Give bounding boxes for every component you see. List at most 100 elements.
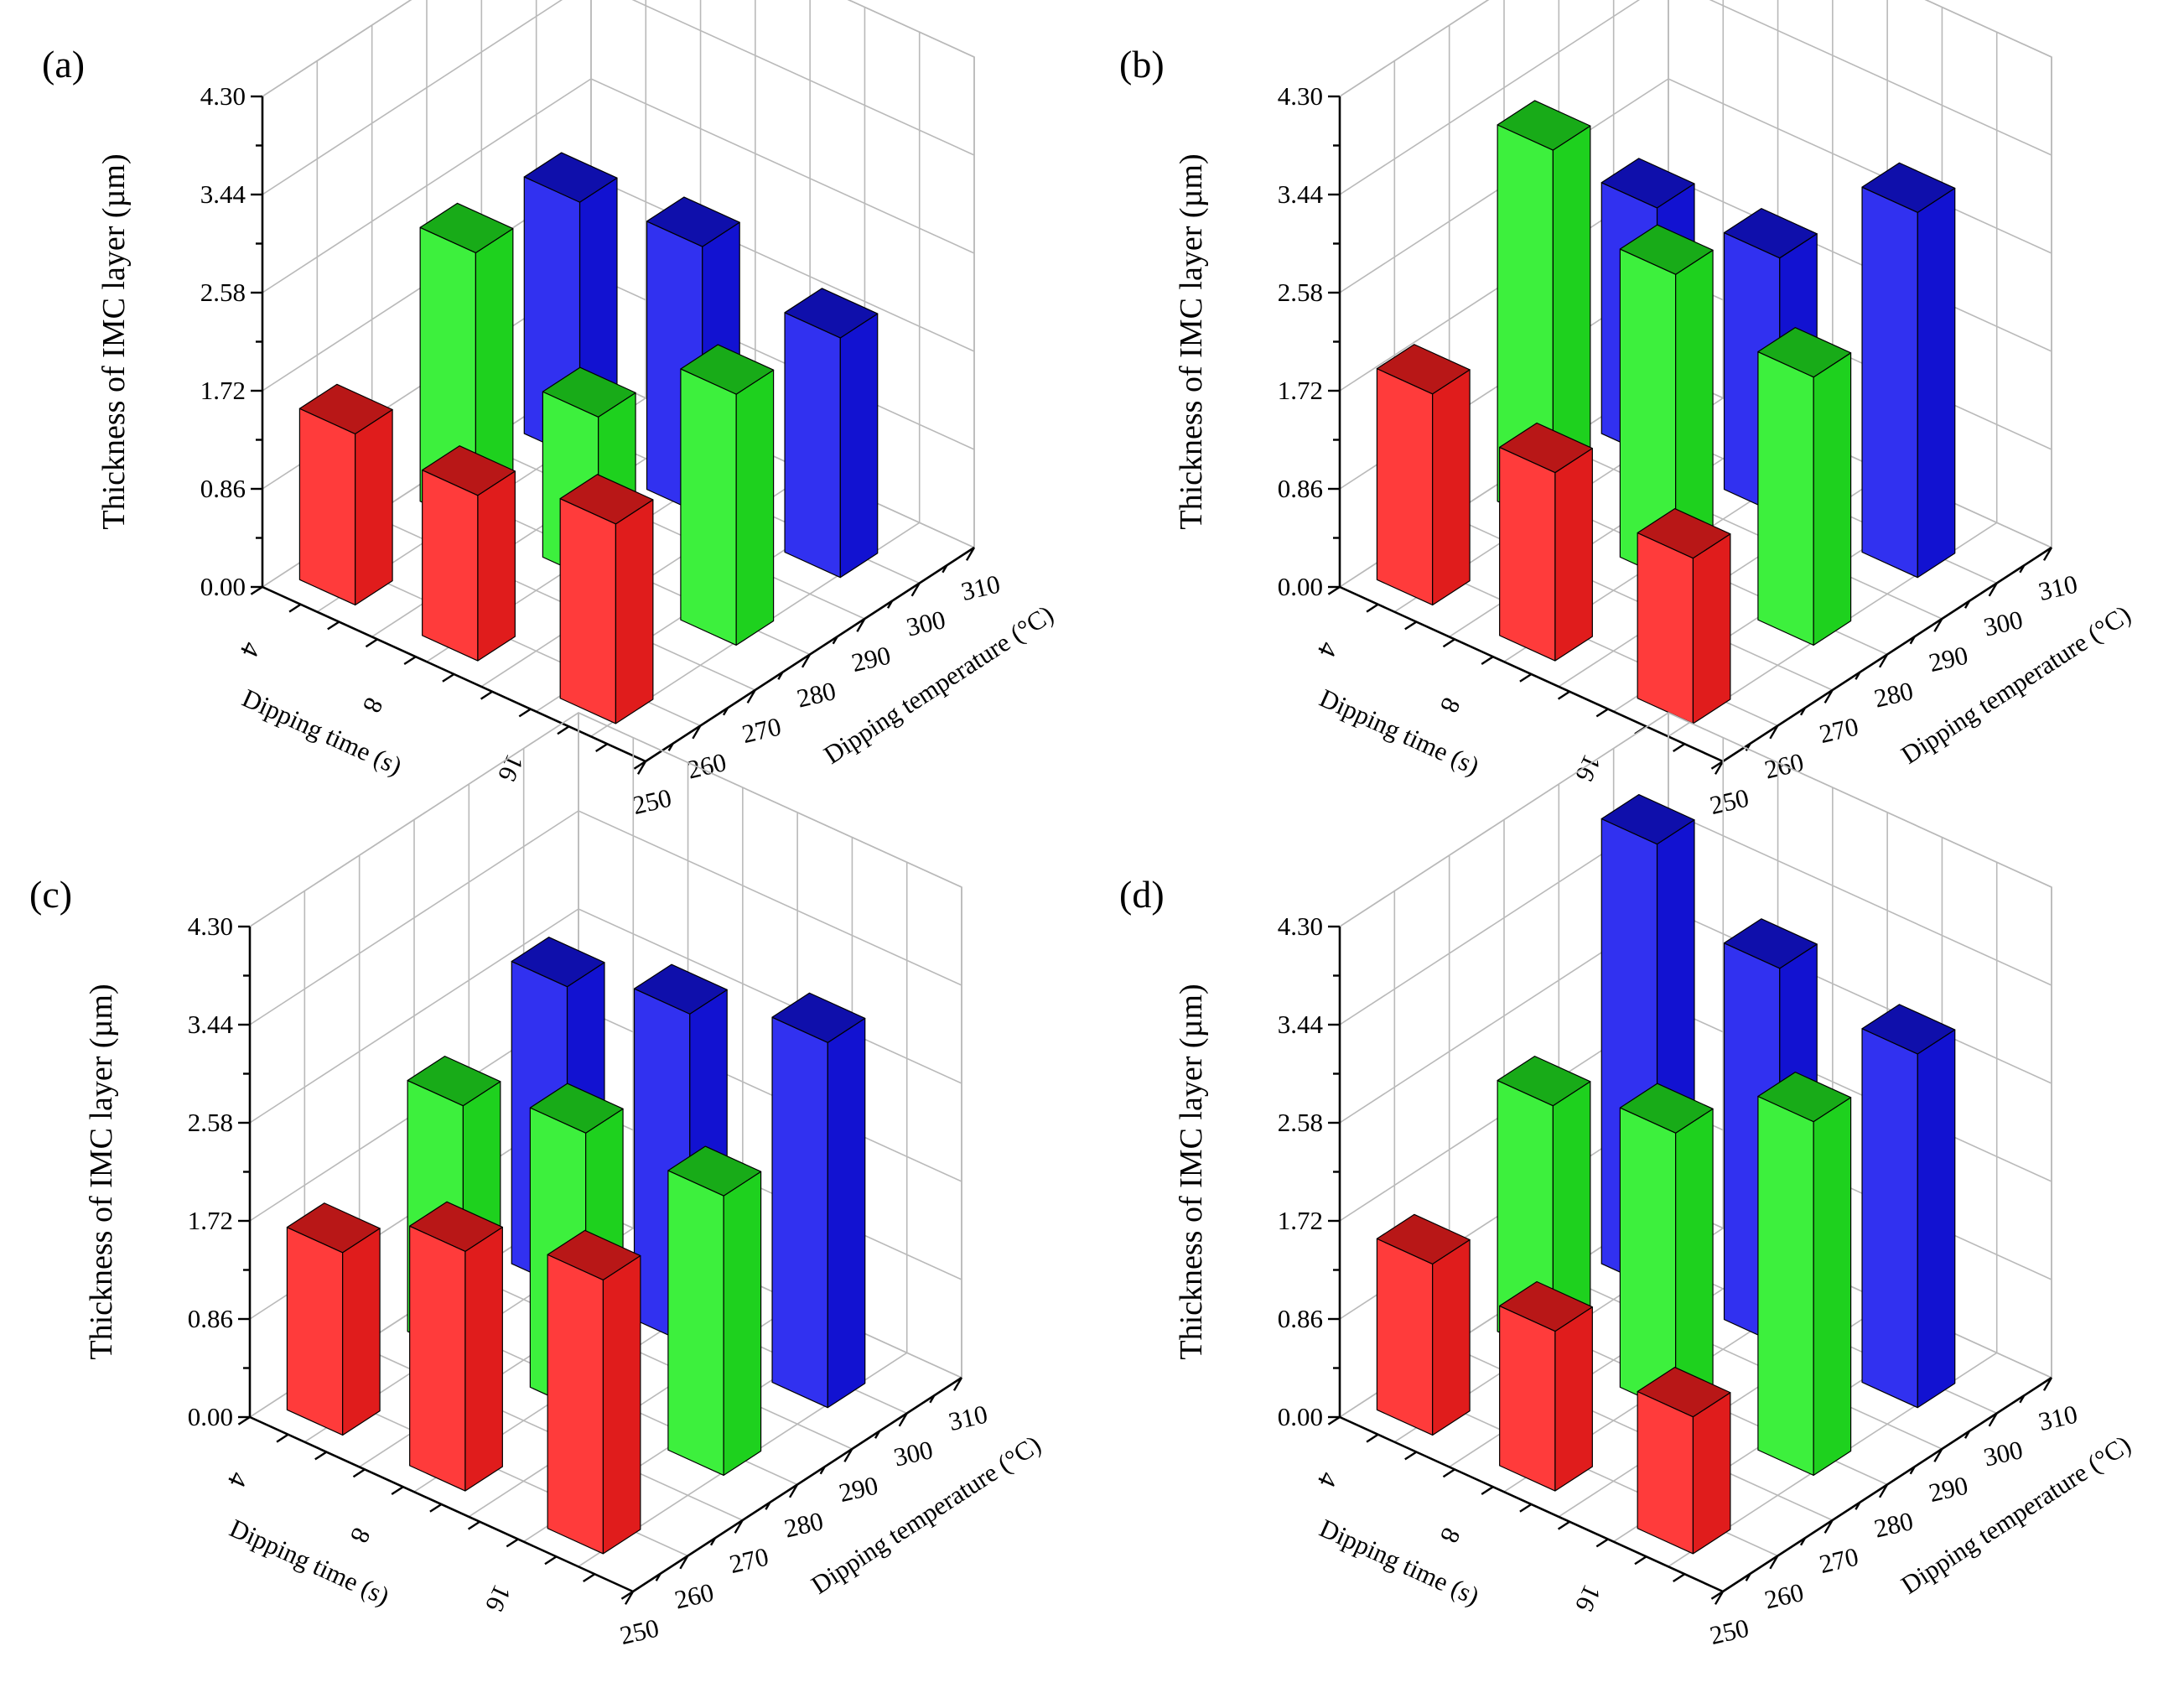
bar bbox=[1757, 327, 1852, 646]
temp-tick bbox=[1909, 636, 1916, 645]
time-tick-label: 8 bbox=[345, 1524, 376, 1548]
bar-side-face bbox=[1692, 533, 1731, 724]
bar-front-face bbox=[1376, 368, 1434, 606]
bar-top-face bbox=[409, 1201, 503, 1252]
temp-tick bbox=[788, 1483, 799, 1498]
time-axis-title: Dipping time (s) bbox=[1315, 1513, 1484, 1611]
grid-line bbox=[262, 0, 975, 97]
bar-top-face bbox=[1499, 1280, 1593, 1332]
time-tick-label: 4 bbox=[1311, 1467, 1343, 1492]
time-tick-label: 8 bbox=[1434, 1524, 1466, 1548]
bar-top-face bbox=[680, 344, 775, 395]
bar-front-face bbox=[1757, 1095, 1814, 1477]
z-tick-label: 4.30 bbox=[188, 911, 233, 941]
temp-tick bbox=[734, 1519, 744, 1534]
time-tick bbox=[250, 585, 263, 595]
bar-front-face bbox=[559, 498, 617, 724]
bar-front-face bbox=[1619, 1107, 1677, 1414]
bar-front-face bbox=[667, 1170, 724, 1477]
temp-tick bbox=[1988, 582, 1998, 597]
grid-line bbox=[1339, 810, 2052, 1026]
temp-tick-label: 300 bbox=[1981, 605, 2026, 642]
temp-tick bbox=[624, 1591, 635, 1605]
chart-panel: 0.000.861.722.583.444.304816250260270280… bbox=[42, 0, 1059, 820]
temp-tick bbox=[1714, 1591, 1725, 1605]
bar bbox=[1757, 1072, 1852, 1477]
time-tick bbox=[595, 743, 608, 753]
grid-frame bbox=[1339, 0, 2052, 548]
time-tick bbox=[1710, 1590, 1724, 1600]
temp-tick-label: 260 bbox=[1761, 1577, 1806, 1615]
z-axis-title: Thickness of IMC layer (µm) bbox=[1174, 153, 1209, 529]
bar-top-face bbox=[419, 202, 514, 254]
bar bbox=[667, 1145, 762, 1477]
bar-side-face bbox=[839, 313, 879, 579]
time-tick bbox=[429, 1503, 443, 1513]
bar-side-face bbox=[723, 1171, 762, 1477]
bar bbox=[1376, 344, 1471, 606]
z-tick-label: 0.00 bbox=[200, 572, 246, 601]
temp-tick bbox=[1878, 653, 1889, 668]
bar bbox=[1619, 224, 1714, 584]
grid-frame bbox=[249, 712, 962, 1378]
temp-tick-label: 250 bbox=[1707, 782, 1751, 820]
temp-tick bbox=[1988, 1412, 1998, 1427]
temp-tick-label: 270 bbox=[727, 1541, 771, 1579]
z-tick-label: 3.44 bbox=[188, 1010, 234, 1039]
temp-tick-label: 280 bbox=[1871, 676, 1916, 714]
z-tick-label: 2.58 bbox=[1278, 278, 1323, 307]
temp-tick-label: 260 bbox=[672, 1577, 716, 1615]
chart-panel: 0.000.861.722.583.444.304816250260270280… bbox=[29, 712, 1046, 1650]
temp-tick bbox=[965, 547, 976, 561]
temp-tick bbox=[832, 636, 838, 645]
z-tick-label: 0.86 bbox=[200, 474, 246, 503]
temp-tick bbox=[942, 564, 948, 574]
bar-top-face bbox=[1861, 162, 1956, 213]
time-axis-title: Dipping time (s) bbox=[1315, 683, 1484, 781]
temp-tick-label: 300 bbox=[891, 1435, 936, 1472]
z-tick-label: 2.58 bbox=[188, 1108, 233, 1137]
temp-tick bbox=[722, 707, 729, 716]
time-tick bbox=[352, 1468, 366, 1478]
temp-tick-label: 290 bbox=[1926, 1470, 1970, 1508]
bar-front-face bbox=[680, 368, 737, 646]
panels: 0.00 0.86 1.72 2.58 3.44 4.30 4 8 16 250 260 270 280… bbox=[29, 0, 2136, 1650]
temp-tick bbox=[1933, 618, 1943, 632]
temp-tick-label: 280 bbox=[781, 1506, 826, 1544]
bar-front-face bbox=[547, 1254, 604, 1555]
bar-front-face bbox=[1861, 1028, 1918, 1409]
temp-tick bbox=[692, 724, 702, 740]
bar-side-face bbox=[1432, 369, 1471, 606]
bar-top-face bbox=[422, 445, 516, 496]
bar-top-face bbox=[523, 152, 618, 203]
temp-tick bbox=[655, 1573, 661, 1581]
bars bbox=[1376, 100, 1956, 724]
bar-top-face bbox=[1619, 224, 1714, 275]
bar-side-face bbox=[1675, 1108, 1714, 1414]
z-tick-label: 4.30 bbox=[200, 81, 246, 111]
temp-tick bbox=[1769, 1555, 1779, 1570]
panel-label: (d) bbox=[1119, 873, 1165, 916]
grid-line bbox=[262, 0, 975, 195]
time-axis-title: Dipping time (s) bbox=[226, 1513, 394, 1611]
bar-top-face bbox=[1497, 100, 1591, 151]
bar-top-face bbox=[542, 366, 636, 418]
time-tick-label: 8 bbox=[1434, 693, 1466, 718]
time-tick bbox=[1673, 1573, 1685, 1583]
temp-tick-label: 300 bbox=[904, 605, 948, 642]
time-tick bbox=[1404, 1451, 1418, 1461]
bar-top-face bbox=[1497, 1056, 1591, 1107]
bar bbox=[1499, 1280, 1593, 1492]
temp-tick-label: 290 bbox=[836, 1470, 880, 1508]
z-axis-title: Thickness of IMC layer (µm) bbox=[96, 153, 132, 529]
z-axis-title: Thickness of IMC layer (µm) bbox=[84, 984, 119, 1359]
bar bbox=[409, 1201, 503, 1492]
temp-tick bbox=[843, 1448, 853, 1462]
bar bbox=[547, 1229, 641, 1555]
temp-tick bbox=[765, 1502, 771, 1510]
temp-tick-label: 270 bbox=[1817, 1541, 1861, 1579]
bar bbox=[1637, 507, 1731, 724]
time-tick bbox=[1595, 708, 1609, 718]
time-tick bbox=[1634, 1555, 1647, 1566]
z-tick-label: 0.86 bbox=[1278, 1304, 1323, 1333]
